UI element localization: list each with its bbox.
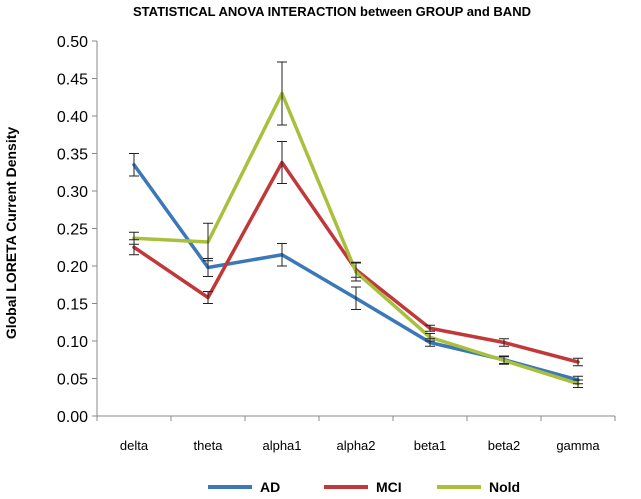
legend-item-nold: Nold — [437, 479, 520, 495]
y-tick-label: 0.25 — [57, 222, 88, 239]
error-bar — [277, 141, 287, 184]
error-bar — [203, 222, 213, 262]
error-bar — [499, 356, 509, 365]
series-layer — [129, 61, 583, 388]
legend-item-ad: AD — [208, 479, 280, 495]
series-nold — [132, 91, 580, 386]
y-tick-label: 0.45 — [57, 72, 88, 89]
error-bar — [573, 379, 583, 388]
y-tick-label: 0.05 — [57, 372, 88, 389]
x-tick-label: gamma — [556, 438, 600, 453]
error-bar — [425, 333, 435, 342]
error-bar — [425, 324, 435, 332]
y-tick-label: 0.15 — [57, 297, 88, 314]
error-bar — [573, 357, 583, 367]
axes: 0.00 0.05 0.10 0.15 0.20 0.25 0.30 0.35 0.40 0.45… — [57, 34, 616, 453]
y-tick-label: 0.30 — [57, 184, 88, 201]
error-bar — [277, 243, 287, 267]
legend-label: MCI — [376, 479, 402, 495]
legend-item-mci: MCI — [324, 479, 402, 495]
y-tick-label: 0.50 — [57, 34, 88, 51]
error-bar — [351, 262, 361, 282]
x-tick-label: delta — [120, 438, 149, 453]
y-tick-label: 0.35 — [57, 147, 88, 164]
error-bar — [129, 231, 139, 245]
x-tick-label: beta1 — [414, 438, 447, 453]
y-tick-label: 0.10 — [57, 334, 88, 351]
error-bar — [203, 291, 213, 304]
legend: AD MCI Nold — [208, 479, 520, 495]
error-bar — [499, 338, 509, 347]
error-bars-nold — [129, 61, 583, 388]
error-bar — [351, 286, 361, 310]
x-tick-label: alpha1 — [262, 438, 301, 453]
legend-label: Nold — [489, 479, 520, 495]
y-tick-label: 0.00 — [57, 409, 88, 426]
x-tick-label: theta — [194, 438, 224, 453]
x-tick-label: alpha2 — [336, 438, 375, 453]
series-line-nold — [132, 91, 580, 386]
y-tick-label: 0.40 — [57, 109, 88, 126]
y-axis-label: Global LORETA Current Density — [3, 127, 19, 340]
legend-label: AD — [260, 479, 280, 495]
error-bar — [277, 61, 287, 126]
y-tick-label: 0.20 — [57, 259, 88, 276]
error-bar — [129, 153, 139, 177]
x-tick-label: beta2 — [488, 438, 521, 453]
chart-title: STATISTICAL ANOVA INTERACTION between GR… — [133, 4, 531, 19]
